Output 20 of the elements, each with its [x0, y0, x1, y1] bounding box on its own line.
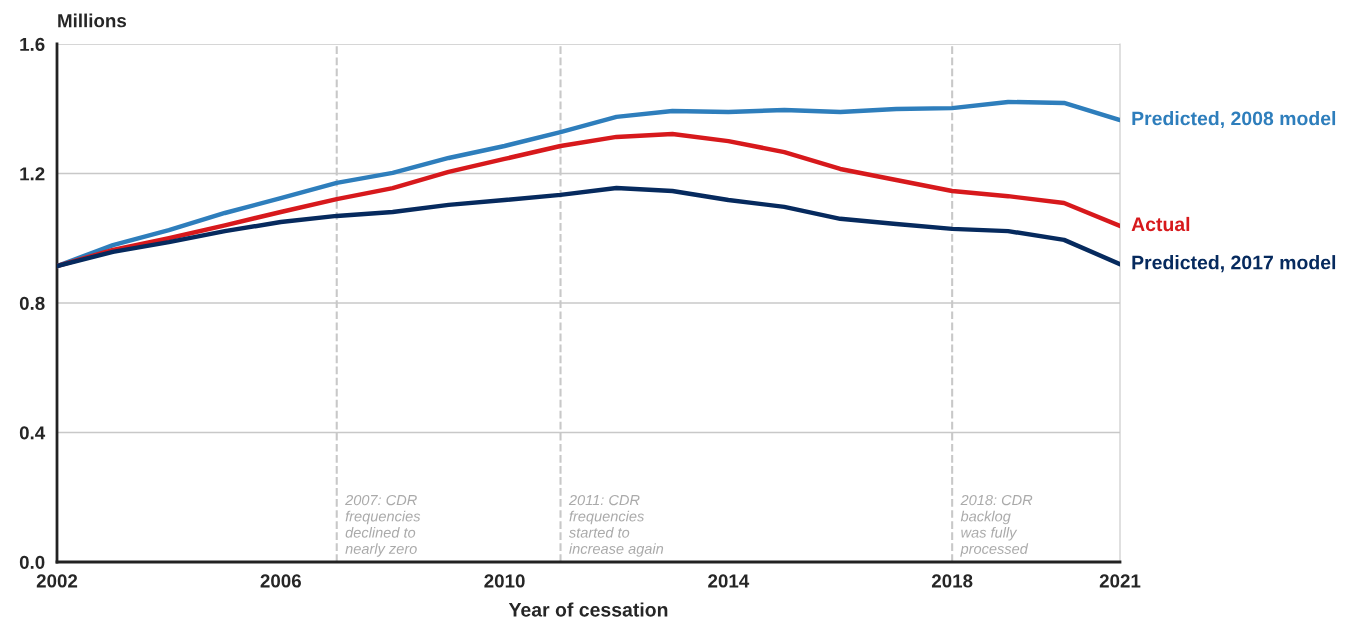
series-label: Actual [1131, 216, 1190, 232]
y-tick-label: 0.0 [19, 555, 45, 569]
x-tick-label: 2014 [708, 574, 750, 588]
ref-line-label: 2007: CDR frequencies declined to nearly zero [345, 494, 421, 557]
ref-line-label: 2011: CDR frequencies started to increase again [568, 494, 664, 557]
y-tick-label: 1.2 [20, 167, 45, 181]
x-axis-title: Year of cessation [508, 602, 668, 617]
x-tick-label: 2021 [1099, 574, 1141, 588]
x-tick-label: 2010 [484, 574, 525, 588]
y-tick-label: 0.8 [19, 296, 45, 310]
x-tick-label: 2006 [260, 574, 301, 588]
line-series [57, 185, 1120, 269]
x-tick-label: 2018 [931, 574, 973, 588]
ref-line-label: 2018: CDR backlog was fully processed [960, 494, 1033, 557]
y-axis-title: Millions [58, 13, 127, 28]
series-label: Predicted, 2008 model [1132, 111, 1336, 129]
series-label: Predicted, 2017 model [1132, 255, 1336, 273]
y-tick-label: 0.4 [19, 426, 46, 440]
x-tick-label: 2002 [36, 574, 78, 588]
y-tick-label: 1.6 [20, 37, 45, 51]
